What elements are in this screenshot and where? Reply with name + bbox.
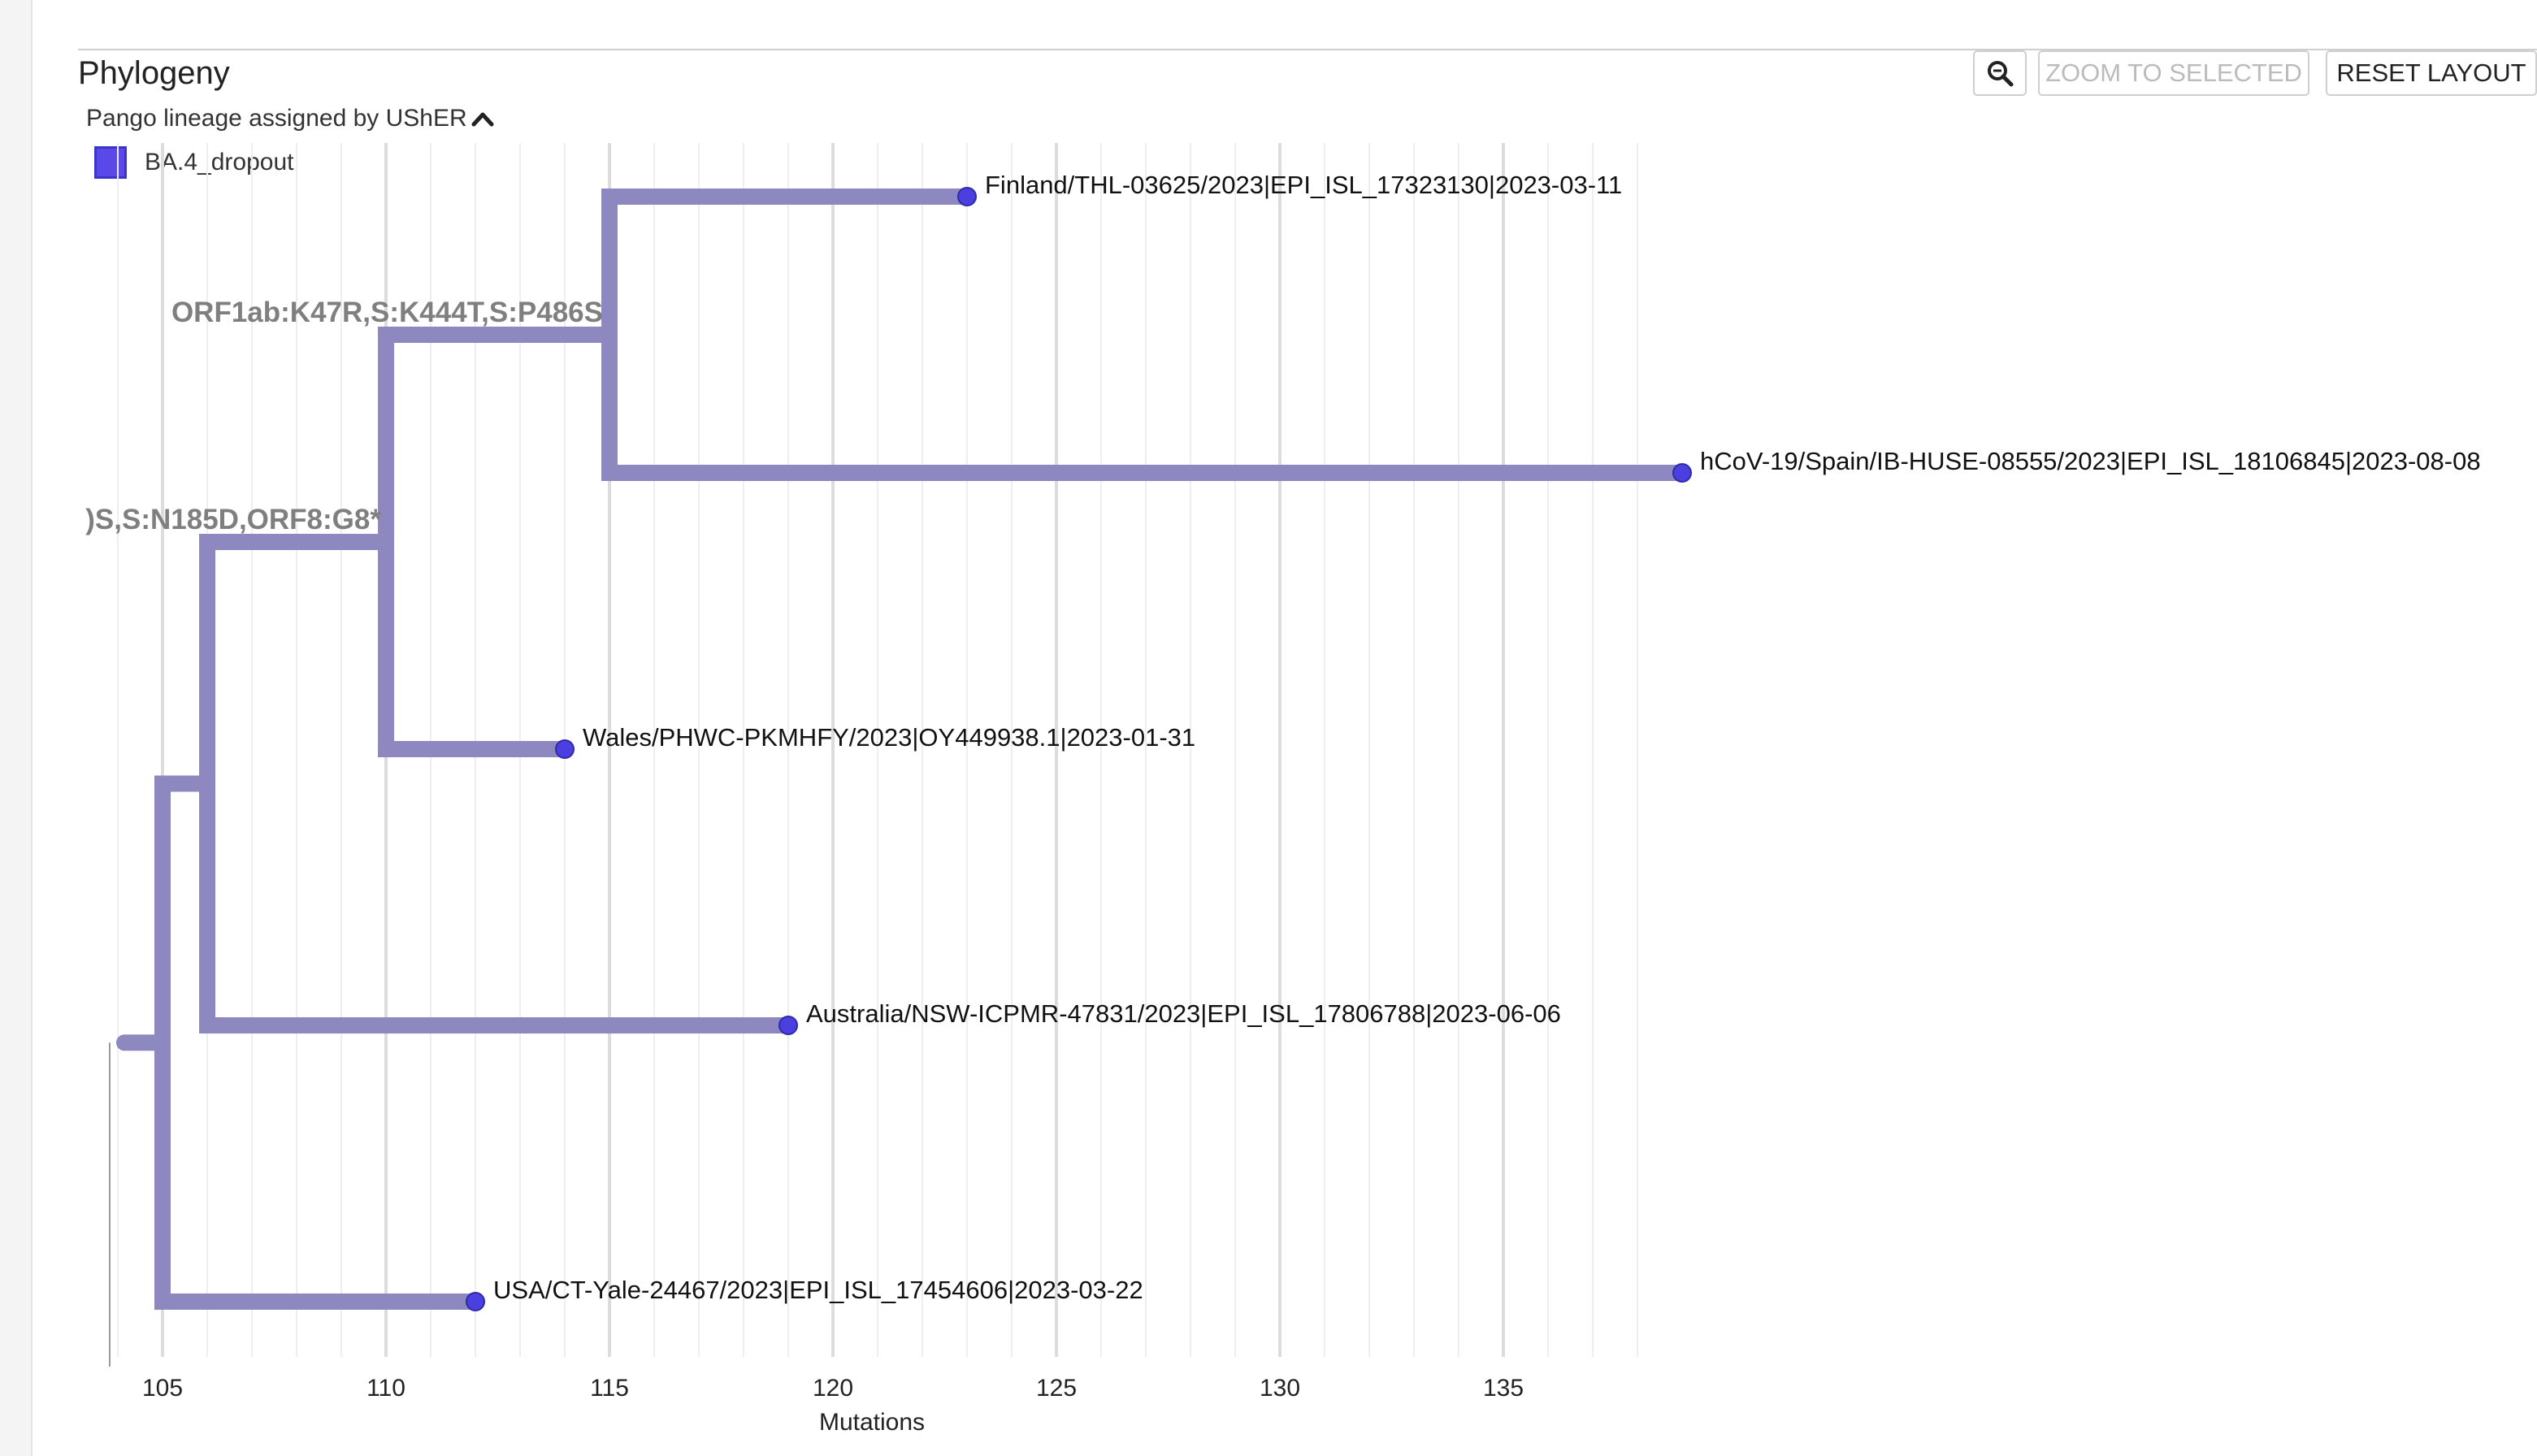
legend-toggle[interactable]: Pango lineage assigned by UShER bbox=[86, 102, 495, 135]
chevron-up-icon bbox=[471, 112, 494, 127]
x-tick-label: 125 bbox=[1036, 1375, 1077, 1402]
x-tick-label: 105 bbox=[142, 1375, 183, 1402]
x-tick-label: 120 bbox=[813, 1375, 853, 1402]
branch-mutation-label: ORF1ab:K47R,S:K444T,S:P486S bbox=[171, 297, 603, 328]
zoom-to-selected-button[interactable]: ZOOM TO SELECTED bbox=[2038, 50, 2309, 96]
legend-header-label: Pango lineage assigned by UShER bbox=[86, 105, 467, 132]
legend-item-label: BA.4_dropout bbox=[145, 149, 294, 176]
zoom-search-button[interactable] bbox=[1973, 50, 2027, 96]
x-tick-label: 110 bbox=[366, 1375, 405, 1402]
x-axis-label: Mutations bbox=[819, 1409, 925, 1436]
mutation-labels: ORF1ab:K47R,S:K444T,S:P486S )S,S:N185D,OR… bbox=[85, 297, 603, 535]
tree-branches bbox=[109, 188, 1690, 1367]
tip-node[interactable] bbox=[778, 1016, 798, 1035]
panel-title: Phylogeny bbox=[78, 55, 230, 91]
panel-top-divider bbox=[78, 49, 2537, 50]
legend-item[interactable]: BA.4_dropout bbox=[94, 146, 293, 179]
zoom-out-icon bbox=[1988, 61, 2014, 87]
reset-layout-button[interactable]: RESET LAYOUT bbox=[2326, 50, 2537, 96]
x-tick-label: 115 bbox=[590, 1375, 629, 1402]
tip-label[interactable]: Australia/NSW-ICPMR-47831/2023|EPI_ISL_1… bbox=[806, 999, 1561, 1028]
phylogeny-panel bbox=[31, 0, 2537, 1456]
branch-mutation-label: )S,S:N185D,ORF8:G8* bbox=[85, 504, 381, 535]
tip-node[interactable] bbox=[957, 187, 977, 206]
tip-label[interactable]: hCoV-19/Spain/IB-HUSE-08555/2023|EPI_ISL… bbox=[1700, 447, 2481, 475]
tip-label[interactable]: USA/CT-Yale-24467/2023|EPI_ISL_17454606|… bbox=[493, 1276, 1143, 1304]
tip-node[interactable] bbox=[1672, 463, 1692, 483]
tip-label[interactable]: Wales/PHWC-PKMHFY/2023|OY449938.1|2023-0… bbox=[583, 723, 1195, 752]
tip-label[interactable]: Finland/THL-03625/2023|EPI_ISL_17323130|… bbox=[985, 171, 1622, 199]
tip-node[interactable] bbox=[466, 1292, 485, 1311]
x-axis: 105 110 115 120 125 130 135 Mutations bbox=[142, 1375, 1524, 1436]
tree-tips: Finland/THL-03625/2023|EPI_ISL_17323130|… bbox=[466, 171, 2481, 1311]
legend-swatch bbox=[94, 146, 127, 179]
tip-node[interactable] bbox=[555, 739, 575, 759]
x-tick-label: 130 bbox=[1260, 1375, 1300, 1402]
x-tick-label: 135 bbox=[1483, 1375, 1524, 1402]
